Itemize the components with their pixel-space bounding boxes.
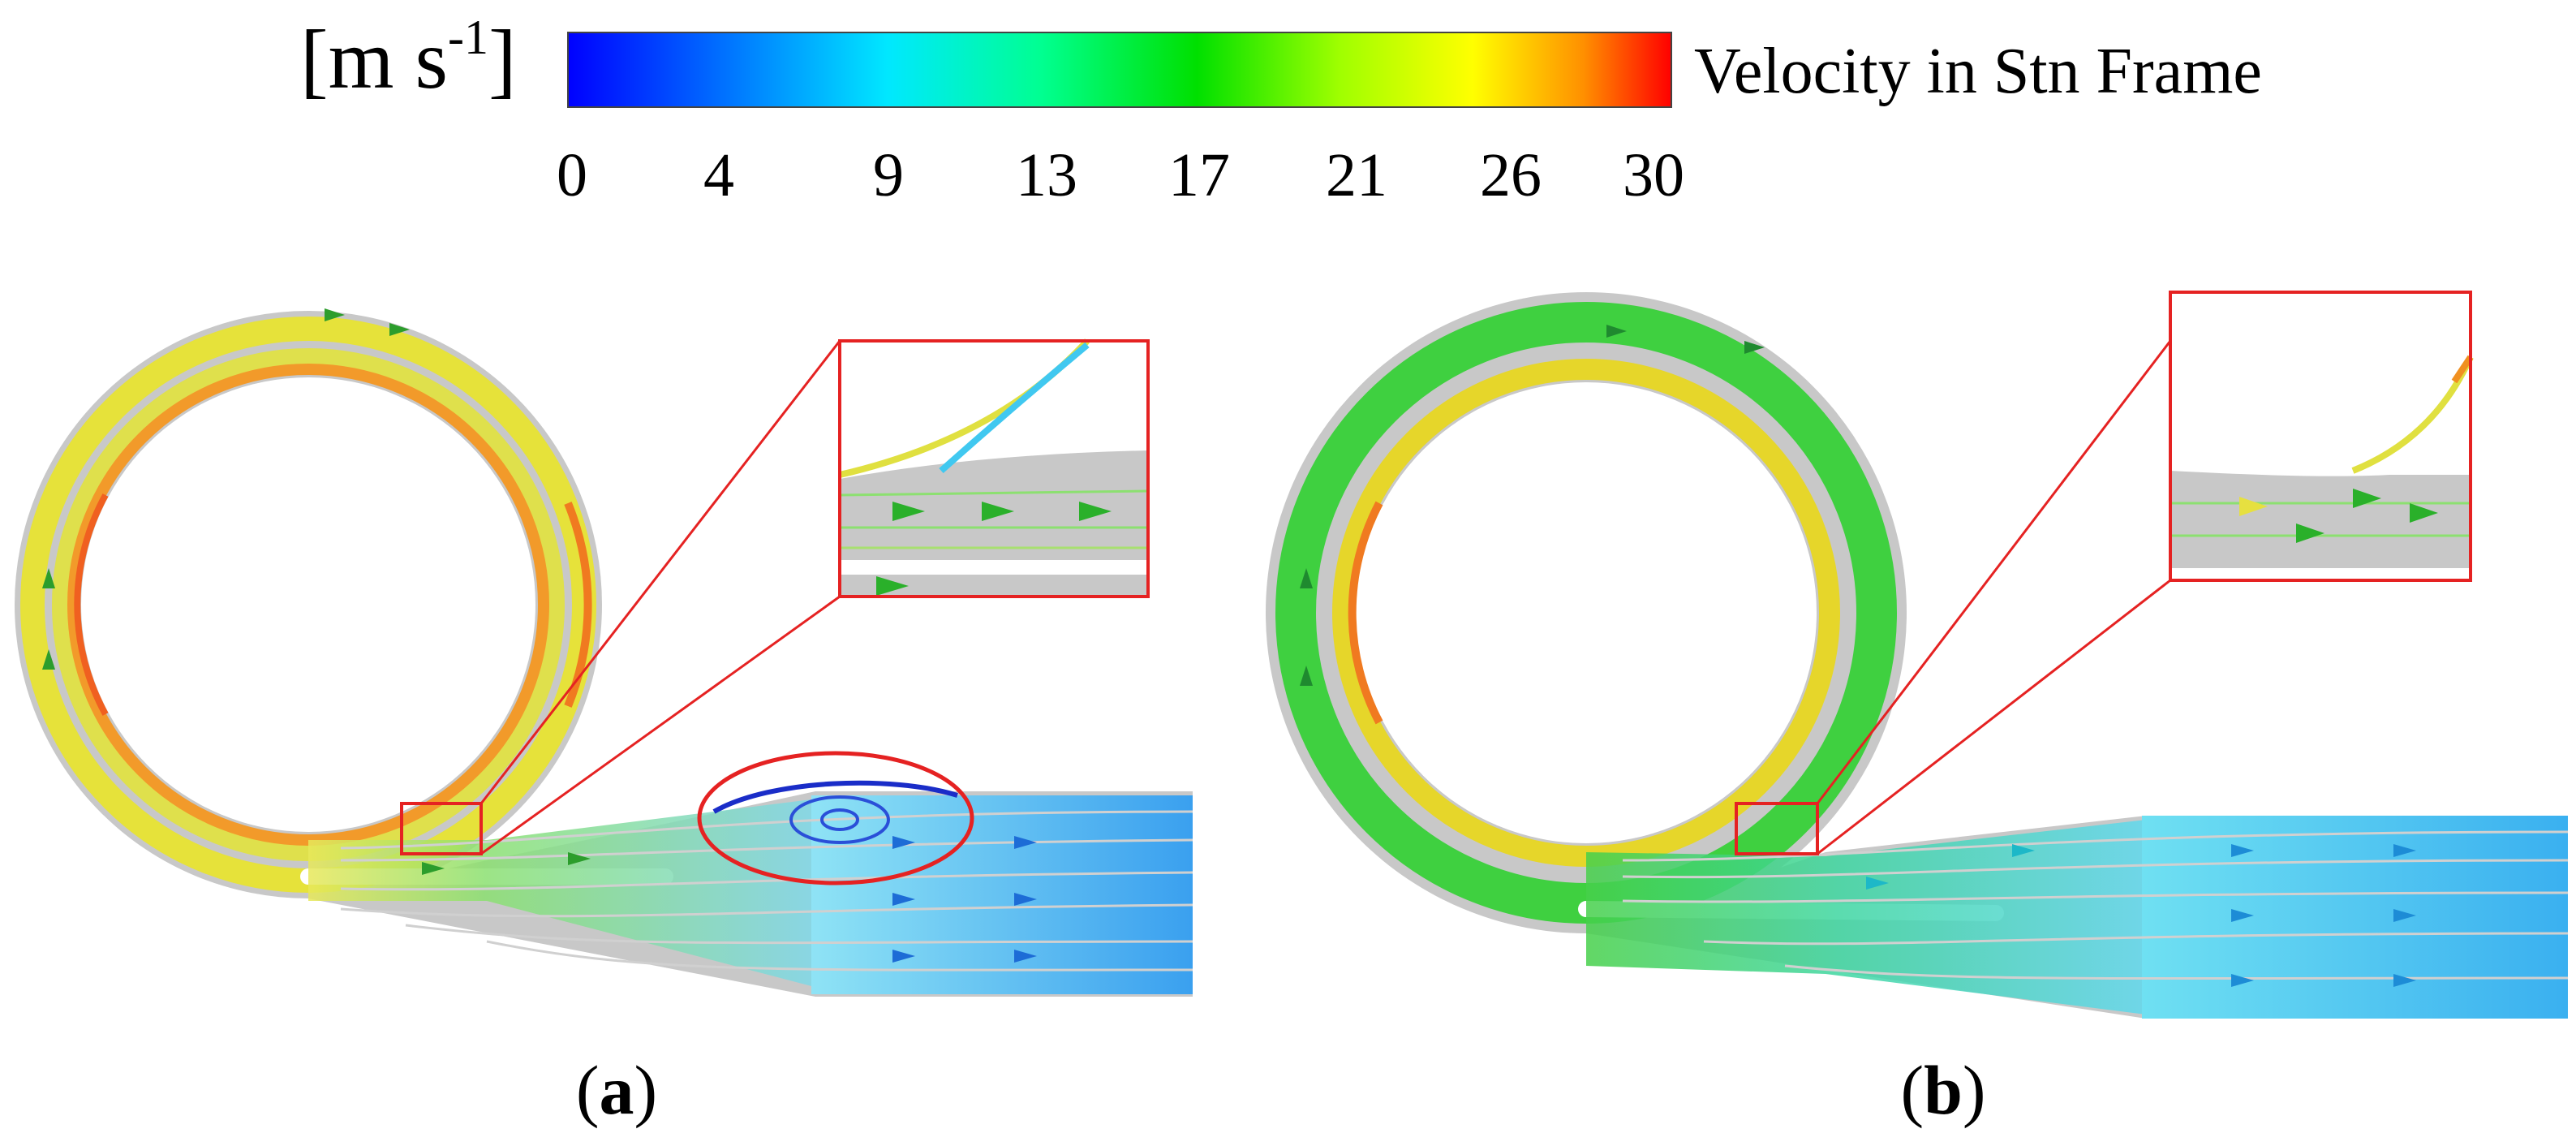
outlet-flow-a xyxy=(811,795,1193,994)
recirculation-highlight-a xyxy=(697,751,974,885)
caption-a: (a) xyxy=(575,1051,658,1129)
rotor-bore-a xyxy=(81,377,535,832)
colorbar-tick: 26 xyxy=(1480,141,1542,209)
tongue-detail-box-b xyxy=(1735,802,1819,855)
zoom-inset-a xyxy=(838,338,1150,598)
colorbar-unit-label: [m s-1] xyxy=(300,11,517,106)
zoom-inset-b xyxy=(2169,291,2474,582)
streamlines-b xyxy=(1622,830,2569,980)
diffuser-flow-a xyxy=(308,799,811,986)
caption-b: (b) xyxy=(1900,1051,1986,1129)
colorbar-tick: 21 xyxy=(1326,141,1387,209)
colorbar-title: Velocity in Stn Frame xyxy=(1694,36,2262,107)
colorbar-tick: 17 xyxy=(1168,141,1230,209)
colorbar-tick: 30 xyxy=(1623,141,1684,209)
panel-b xyxy=(1266,291,2569,1019)
colorbar-tick: 4 xyxy=(703,141,734,209)
streamlines-a xyxy=(340,810,1193,972)
high-velocity-streak-a xyxy=(74,493,109,716)
colorbar-tick: 0 xyxy=(557,141,587,209)
colorbar-tick: 9 xyxy=(873,141,904,209)
panel-a xyxy=(15,308,1193,997)
colorbar xyxy=(567,32,1672,108)
outlet-flow-b xyxy=(2142,816,2568,1019)
flow-arrows-a xyxy=(42,308,1037,963)
rotor-bore-b xyxy=(1356,382,1817,843)
flow-arrows-b xyxy=(1300,325,2416,987)
colorbar-tick: 13 xyxy=(1016,141,1077,209)
unit-exponent: -1 xyxy=(448,11,488,65)
high-velocity-streak-b xyxy=(1348,501,1383,725)
tongue-detail-box-a xyxy=(400,802,483,855)
recirculation-zone-a xyxy=(712,780,958,844)
